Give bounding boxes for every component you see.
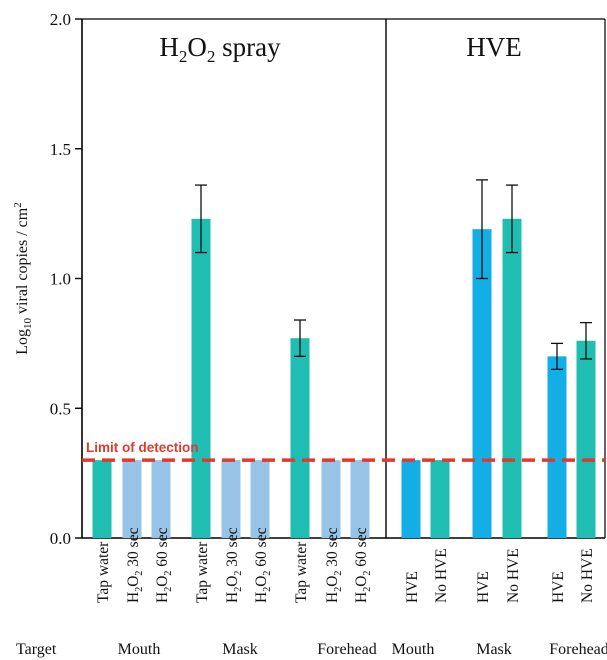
bar (502, 218, 522, 538)
y-tick-label: 2.0 (50, 10, 71, 29)
target-label: Target (16, 641, 57, 658)
bar (321, 460, 341, 538)
x-tick-label: H2O2 30 sec (224, 527, 244, 603)
x-tick-label: HVE (550, 571, 567, 603)
x-tick-label: H2O2 60 sec (253, 527, 273, 603)
y-axis-label: Log10 viral copies / cm2 (12, 202, 34, 354)
group-label: Mouth (118, 641, 161, 658)
panel-title: H2O2 spray (159, 32, 281, 66)
bar (191, 218, 211, 538)
group-label: Forehead (549, 641, 607, 658)
group-label: Mouth (392, 641, 435, 658)
x-tick-label: Tap water (194, 541, 211, 603)
limit-of-detection-label: Limit of detection (86, 440, 199, 455)
x-tick-label: HVE (404, 571, 421, 603)
x-tick-label: H2O2 30 sec (125, 527, 145, 603)
bar (290, 338, 310, 538)
x-tick-label: HVE (475, 571, 492, 603)
bar (350, 460, 370, 538)
bar (401, 460, 421, 538)
bar (151, 460, 171, 538)
bar (250, 460, 270, 538)
bar (92, 460, 112, 538)
group-label: Forehead (317, 641, 377, 658)
panel-2: HVE Mouth Mask Forehead (392, 32, 607, 658)
x-tick-label: No HVE (579, 548, 596, 603)
bar (122, 460, 142, 538)
panel-title: HVE (466, 32, 522, 62)
y-tick-label: 0.5 (50, 399, 71, 418)
x-tick-label: Tap water (95, 541, 112, 603)
x-tick-label: No HVE (433, 548, 450, 603)
plot-area: 0.0 0.5 1.0 1.5 2.0 Log10 viral copies / cm2 H… (12, 10, 607, 658)
y-tick-label: 1.5 (50, 140, 71, 159)
x-tick-label: No HVE (505, 548, 522, 603)
bar (221, 460, 241, 538)
group-label: Mask (222, 641, 258, 658)
x-tick-label: H2O2 30 sec (324, 527, 344, 603)
bar (430, 460, 450, 538)
group-label: Mask (476, 641, 512, 658)
bar (576, 340, 596, 538)
y-tick-label: 1.0 (50, 270, 71, 289)
x-tick-label: Tap water (293, 541, 310, 603)
y-tick-label: 0.0 (50, 529, 71, 548)
x-tick-label: H2O2 60 sec (353, 527, 373, 603)
x-tick-label: H2O2 60 sec (154, 527, 174, 603)
bar (547, 356, 567, 538)
panel-1: H2O2 spray Mouth Mask Forehead (92, 32, 377, 658)
